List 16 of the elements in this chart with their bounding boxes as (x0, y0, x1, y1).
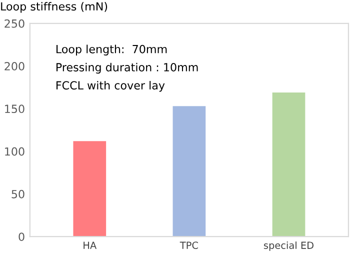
x-tick-label: TPC (180, 242, 198, 249)
x-tick-label: HA (84, 242, 97, 249)
y-tick-label: 100 (5, 147, 24, 156)
y-tick-label: 50 (12, 190, 24, 198)
bar (73, 141, 106, 237)
y-axis-title: Loop stiffness (mN) (1, 2, 108, 13)
bar (272, 92, 306, 237)
bar (172, 106, 206, 237)
annotation: FCCL with cover lay (56, 80, 165, 92)
annotation: Loop length: 70mm (56, 44, 167, 56)
annotation: Pressing duration : 10mm (56, 62, 198, 74)
y-tick-label: 250 (4, 19, 24, 28)
y-tick-label: 0 (18, 232, 24, 241)
x-tick-label: special ED (264, 241, 314, 251)
y-tick-label: 200 (4, 62, 24, 70)
y-tick-label: 150 (5, 104, 24, 114)
